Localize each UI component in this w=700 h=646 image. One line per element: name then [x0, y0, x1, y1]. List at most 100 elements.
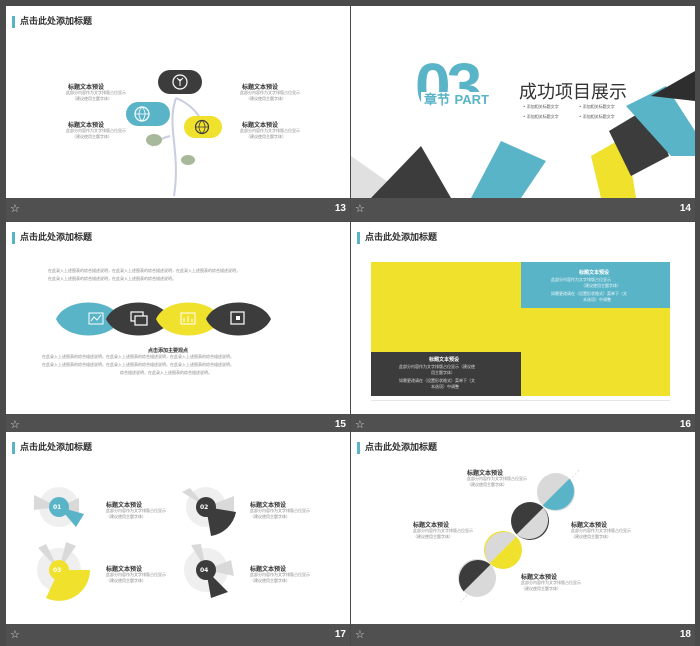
dark-triangle	[371, 146, 451, 198]
slide-title: 点击此处添加标题	[12, 232, 92, 244]
star-icon[interactable]: ☆	[10, 628, 20, 641]
slide-number: 15	[334, 419, 346, 430]
bullet-text: 添加相关标题文字	[526, 114, 559, 119]
description-text: 综合描述说明，在此录入上述图表的综合描述说明。	[120, 370, 212, 375]
ring-chart-02	[182, 487, 236, 536]
card-text: 如需更改请在（设置形状格式）菜单下（文	[551, 291, 627, 296]
chart-icon	[88, 312, 104, 325]
slide-footer: ☆ 16	[351, 414, 695, 437]
slide-number: 17	[334, 629, 346, 640]
diagonal-circles	[458, 469, 580, 603]
process-diagram	[56, 302, 271, 336]
item-text: （建议使用主题字体）	[467, 482, 507, 487]
slide-15-canvas: 点击此处添加标题 在此录入上述图表的综合描述说明，在此录入上述图表的综合描述说明…	[6, 222, 350, 414]
item-text: 此部分内容作为文字排版占位显示	[240, 128, 300, 133]
slide-thumbnail-13[interactable]: 点击此处添加标题 标题文本预设 此部分内容作为文字排版占位显示 （建议使用主题字…	[6, 6, 350, 221]
item-text: （建议使用主题字体）	[571, 534, 611, 539]
slide-footer: ☆ 18	[351, 624, 695, 646]
slide-footer: ☆ 14	[351, 198, 695, 221]
item-text: 此部分内容作为文字排版占位显示	[467, 476, 527, 481]
slide-number: 16	[679, 419, 691, 430]
ring-number: 02	[200, 504, 209, 511]
card-text: （建议使用主题字体）	[581, 283, 621, 288]
item-text: 此部分内容作为文字排版占位显示	[240, 90, 300, 95]
item-text: （建议使用主题字体）	[250, 514, 290, 519]
slide-16-canvas: 点击此处添加标题 标题文本预设 此部分内容作为文字排版占位显示 （建议使用主题字…	[351, 222, 695, 414]
item-text: 此部分内容作为文字排版占位显示	[106, 508, 166, 513]
star-icon[interactable]: ☆	[10, 202, 20, 215]
card-text: 此部分内容作为文字排版占位显示（建议使	[399, 364, 475, 369]
description-text: 在此录入上述图表的综合描述说明，在此录入上述图表的综合描述说明，在此录入上述图表…	[42, 354, 234, 359]
slide-title: 点击此处添加标题	[357, 442, 437, 454]
bullet-item: • 添加相关标题文字	[579, 114, 615, 119]
dark-card	[371, 352, 521, 396]
leaf-shape	[181, 155, 195, 165]
item-text: 此部分内容作为文字排版占位显示	[571, 528, 631, 533]
chapter-label: 章节 PART	[421, 92, 492, 109]
slide-17-canvas: 点击此处添加标题	[6, 432, 350, 624]
divider-line	[371, 400, 670, 401]
star-icon[interactable]: ☆	[355, 418, 365, 431]
slide-footer: ☆ 13	[6, 198, 350, 221]
item-heading: 标题文本预设	[106, 502, 143, 509]
slide-footer: ☆ 15	[6, 414, 350, 437]
item-text: 此部分内容作为文字排版占位显示	[521, 580, 581, 585]
slide-thumbnail-14[interactable]: 03 章节 PART 成功项目展示 • 添加相关标题文字 • 添加相关标题文字 …	[351, 6, 695, 221]
center-label: 点击添加主要观点	[148, 348, 189, 354]
item-text: 此部分内容作为文字排版占位显示	[413, 528, 473, 533]
yellow-panel-left	[371, 262, 521, 352]
slide-footer: ☆ 17	[6, 624, 350, 646]
slide-title: 点击此处添加标题	[357, 232, 437, 244]
teal-block	[471, 141, 546, 198]
slide-number: 13	[334, 203, 346, 214]
item-heading: 标题文本预设	[68, 122, 105, 129]
item-text: （建议使用主题字体）	[106, 514, 146, 519]
item-text: 此部分内容作为文字排版占位显示	[250, 572, 310, 577]
teal-block	[626, 86, 695, 156]
ring-number: 04	[200, 567, 209, 574]
item-text: （建议使用主题字体）	[413, 534, 453, 539]
star-icon[interactable]: ☆	[355, 628, 365, 641]
item-heading: 标题文本预设	[521, 574, 558, 581]
item-text: （建议使用主题字体）	[250, 578, 290, 583]
item-text: 此部分内容作为文字排版占位显示	[66, 90, 126, 95]
card-heading: 标题文本预设	[579, 270, 610, 276]
star-icon[interactable]: ☆	[10, 418, 20, 431]
slide-thumbnail-15[interactable]: 点击此处添加标题 在此录入上述图表的综合描述说明，在此录入上述图表的综合描述说明…	[6, 222, 350, 437]
ring-chart-04	[184, 544, 234, 598]
bullet-text: 添加相关标题文字	[582, 104, 615, 109]
slide-thumbnail-17[interactable]: 点击此处添加标题	[6, 432, 350, 646]
item-text: 此部分内容作为文字排版占位显示	[106, 572, 166, 577]
card-text: 本选项）中调整	[583, 297, 611, 302]
item-text: 此部分内容作为文字排版占位显示	[66, 128, 126, 133]
slide-thumbnail-18[interactable]: 点击此处添加标题 标题文本预设 此部分内容作为文字排版占位显示 （建议使用主题字…	[351, 432, 695, 646]
slide-title: 点击此处添加标题	[12, 442, 92, 454]
item-text: （建议使用主题字体）	[246, 96, 286, 101]
item-text: 此部分内容作为文字排版占位显示	[250, 508, 310, 513]
item-text: （建议使用主题字体）	[72, 134, 112, 139]
teal-card	[521, 262, 670, 308]
ring-chart-03	[37, 542, 90, 601]
item-text: （建议使用主题字体）	[246, 134, 286, 139]
window-icon	[130, 311, 148, 326]
item-heading: 标题文本预设	[68, 84, 105, 91]
item-heading: 标题文本预设	[106, 566, 143, 573]
slide-number: 14	[679, 203, 691, 214]
sprout-icon	[172, 74, 188, 90]
calendar-icon	[230, 311, 245, 325]
slide-thumbnail-16[interactable]: 点击此处添加标题 标题文本预设 此部分内容作为文字排版占位显示 （建议使用主题字…	[351, 222, 695, 437]
item-heading: 标题文本预设	[413, 522, 450, 529]
ring-chart-01	[34, 487, 84, 527]
item-heading: 标题文本预设	[571, 522, 608, 529]
ring-number: 01	[53, 504, 62, 511]
bullet-item: • 添加相关标题文字	[523, 104, 559, 109]
description-text: 在此录入上述图表的综合描述说明，在此录入上述图表的综合描述说明，在此录入上述图表…	[42, 362, 234, 367]
ring-number: 03	[53, 567, 62, 574]
section-decor	[351, 71, 695, 198]
leaf-shape	[146, 134, 162, 146]
slide-14-canvas: 03 章节 PART 成功项目展示 • 添加相关标题文字 • 添加相关标题文字 …	[351, 6, 695, 198]
item-text: （建议使用主题字体）	[521, 586, 561, 591]
star-icon[interactable]: ☆	[355, 202, 365, 215]
description-text: 在此录入上述图表的综合描述说明，在此录入上述图表的综合描述说明，在此录入上述图表…	[48, 268, 240, 273]
card-text: 如需更改请在（设置形状格式）菜单下（文	[399, 378, 475, 383]
